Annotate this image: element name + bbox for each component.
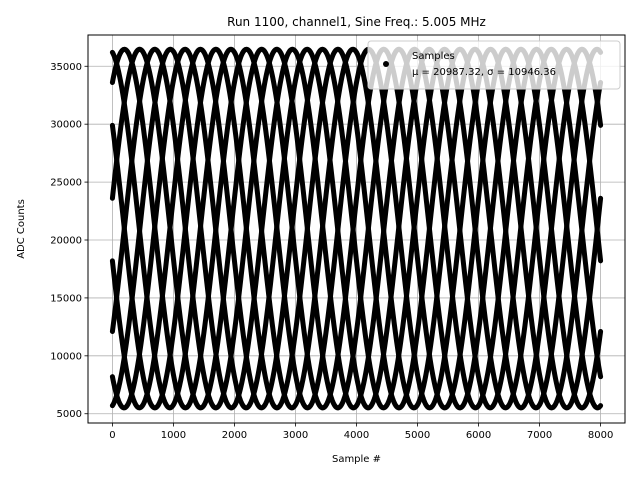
x-tick-label: 8000 [588,430,613,441]
y-tick-label: 15000 [50,293,82,304]
legend-marker [383,61,389,67]
legend-stats: μ = 20987.32, σ = 10946.36 [412,67,556,78]
x-tick-label: 5000 [405,430,430,441]
sample-trace [109,46,604,411]
chart-title: Run 1100, channel1, Sine Freq.: 5.005 MH… [227,15,486,29]
legend: Samples μ = 20987.32, σ = 10946.36 [367,40,621,90]
x-tick-label: 6000 [466,430,491,441]
y-tick-label: 25000 [50,178,82,189]
y-tick-label: 30000 [50,120,82,131]
x-tick-label: 7000 [527,430,552,441]
y-tick-label: 5000 [57,409,82,420]
y-tick-label: 20000 [50,236,82,247]
x-axis-label: Sample # [332,454,381,465]
x-tick-label: 1000 [161,430,186,441]
sample-trace [109,46,604,411]
x-tick-label: 2000 [222,430,247,441]
y-tick-label: 10000 [50,351,82,362]
x-tick-label: 4000 [344,430,369,441]
x-tick-label: 3000 [283,430,308,441]
legend-label: Samples [412,51,455,62]
legend-box [367,40,621,90]
y-tick-label: 35000 [50,62,82,73]
x-tick-label: 0 [109,430,115,441]
sample-trace [109,46,604,411]
tick-layer: 0 1000 2000 3000 4000 5000 6000 7000 8000 5000 100… [50,62,613,441]
y-axis-label: ADC Counts [16,199,27,259]
